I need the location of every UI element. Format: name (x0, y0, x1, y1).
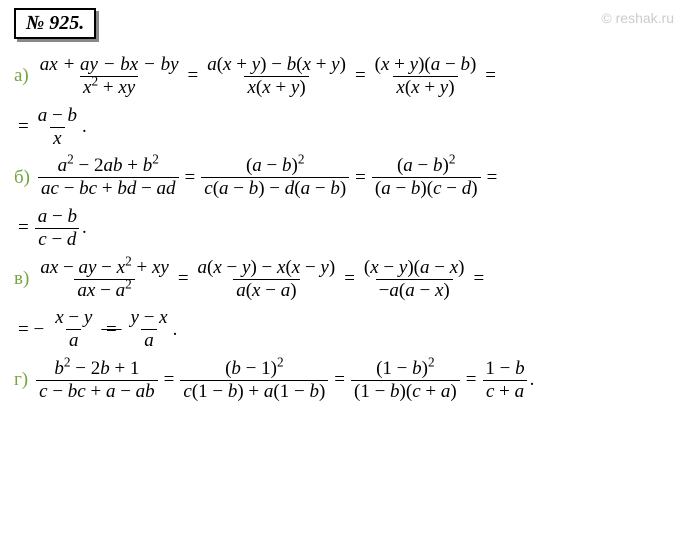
frac: (x − y)(a − x) −a(a − x) (361, 257, 468, 302)
problem-a-line1: а) ax + ay − bx − by x2 + xy = a(x + y) … (14, 54, 678, 99)
watermark: © reshak.ru (601, 10, 674, 26)
frac: a − b x (35, 105, 80, 150)
label-b: б) (14, 167, 30, 189)
period: . (82, 116, 87, 138)
frac: ax − ay − x2 + xy ax − a2 (37, 257, 172, 302)
label-g: г) (14, 369, 28, 391)
problem-number-badge: № 925. (14, 8, 96, 39)
frac: (x + y)(a − b) x(x + y) (372, 54, 480, 99)
frac: (a − b)2 (a − b)(c − d) (372, 155, 481, 200)
problem-g-line1: г) b2 − 2b + 1 c − bc + a − ab = (b − 1)… (14, 358, 678, 403)
problem-b-line2: = a − b c − d . (14, 206, 678, 251)
frac: a(x − y) − x(x − y) a(x − a) (195, 257, 339, 302)
label-v: в) (14, 268, 29, 290)
frac: (a − b)2 c(a − b) − d(a − b) (201, 155, 349, 200)
solution-body: а) ax + ay − bx − by x2 + xy = a(x + y) … (14, 54, 678, 409)
frac: ax + ay − bx − by x2 + xy (37, 54, 182, 99)
problem-v-line2: = − x − y a = y − x a . (14, 307, 678, 352)
frac: a − b c − d (35, 206, 80, 251)
problem-a-line2: = a − b x . (14, 105, 678, 150)
problem-b-line1: б) a2 − 2ab + b2 ac − bc + bd − ad = (a … (14, 155, 678, 200)
period: . (82, 217, 87, 239)
problem-v-line1: в) ax − ay − x2 + xy ax − a2 = a(x − y) … (14, 257, 678, 302)
frac: a(x + y) − b(x + y) x(x + y) (204, 54, 349, 99)
frac: (b − 1)2 c(1 − b) + a(1 − b) (180, 358, 328, 403)
frac: b2 − 2b + 1 c − bc + a − ab (36, 358, 158, 403)
frac: a2 − 2ab + b2 ac − bc + bd − ad (38, 155, 179, 200)
label-a: а) (14, 65, 29, 87)
frac: (1 − b)2 (1 − b)(c + a) (351, 358, 460, 403)
frac: 1 − b c + a (482, 358, 527, 403)
frac: y − x a (128, 307, 171, 352)
strike-equals: = (101, 319, 121, 341)
period: . (173, 319, 178, 341)
frac: x − y a (52, 307, 95, 352)
period: . (530, 369, 535, 391)
